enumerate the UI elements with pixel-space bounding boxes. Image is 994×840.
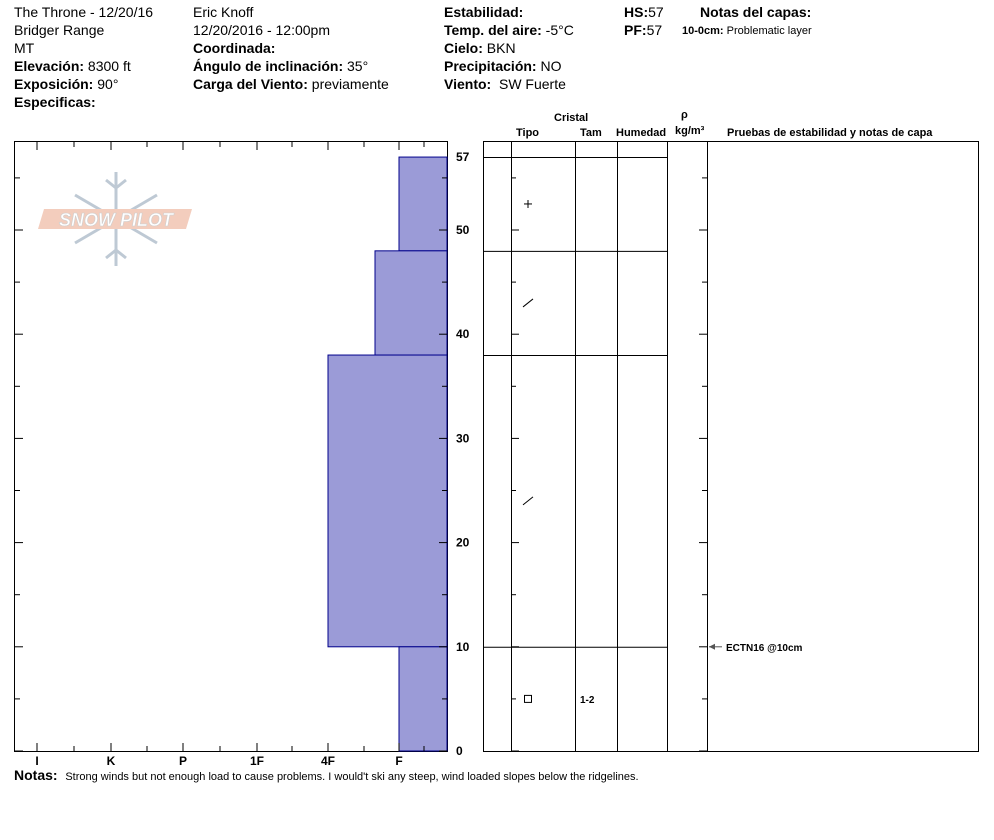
- wind: Viento: SW Fuerte: [444, 76, 566, 93]
- wind-value: SW Fuerte: [498, 76, 566, 92]
- coord-label: Coordinada:: [193, 40, 276, 56]
- height-label-10: 10: [456, 640, 470, 654]
- table-ticks: [511, 177, 707, 752]
- height-label-20: 20: [456, 536, 470, 550]
- hardness-label-4F: 4F: [321, 754, 335, 768]
- pf-value: 57: [646, 22, 663, 38]
- height-label-57: 57: [456, 150, 470, 164]
- test-arrow-head: [709, 643, 715, 650]
- crystal-size-3: 1-2: [580, 695, 595, 706]
- sky-label: Cielo:: [444, 40, 483, 56]
- crystal-slash-2: [522, 496, 534, 506]
- hardness-layers: [327, 156, 448, 752]
- observer: Eric Knoff: [193, 4, 254, 20]
- logo-text: SNOW PILOT: [59, 210, 175, 230]
- logo-banner: [38, 209, 192, 229]
- height-axis-labels: 0 10 20 30 40 50 57: [456, 150, 470, 758]
- crystal-slash-1: [522, 298, 534, 308]
- slope-label: Ángulo de inclinación:: [193, 58, 344, 74]
- layer-note-text: Problematic layer: [726, 25, 812, 37]
- moisture-header: Humedad: [616, 127, 667, 139]
- plot-ticks: [15, 142, 447, 752]
- air-temp-value: -5°C: [545, 22, 574, 38]
- crystal-square-3: [524, 694, 532, 703]
- hardness-label-I: I: [35, 754, 38, 768]
- site-date: The Throne - 12/20/16: [14, 4, 154, 20]
- state: MT: [14, 40, 35, 56]
- height-label-30: 30: [456, 431, 470, 445]
- test-label: ECTN16 @10cm: [726, 643, 803, 654]
- wind-load: Carga del Viento: previamente: [193, 76, 389, 93]
- height-label-0: 0: [456, 744, 463, 758]
- hardness-axis-labels: I K P 1F 4F F: [35, 754, 402, 768]
- sky-value: BKN: [486, 40, 516, 56]
- hardness-label-1F: 1F: [250, 754, 264, 768]
- wind-load-label: Carga del Viento:: [193, 76, 308, 92]
- tests-header: Pruebas de estabilidad y notas de capa: [727, 127, 933, 139]
- height-label-40: 40: [456, 327, 470, 341]
- elevation: Elevación: 8300 ft: [14, 58, 131, 75]
- notes: Notas: Strong winds but not enough load …: [14, 767, 639, 786]
- elevation-label: Elevación:: [14, 58, 85, 74]
- snowpilot-logo: SNOW PILOT: [38, 172, 192, 266]
- hardness-layer-3: [398, 646, 448, 752]
- aspect-value: 90°: [97, 76, 119, 92]
- precip-value: NO: [540, 58, 562, 74]
- layer-table: [483, 141, 979, 752]
- aspect-label: Exposición:: [14, 76, 94, 92]
- pf-label: PF:: [624, 22, 647, 38]
- elevation-value: 8300 ft: [87, 58, 131, 74]
- stability-test: ECTN16 @10cm: [709, 643, 803, 654]
- size-header: Tam: [580, 127, 602, 139]
- precip: Precipitación: NO: [444, 58, 561, 75]
- range: Bridger Range: [14, 22, 105, 38]
- hardness-label-K: K: [107, 754, 116, 768]
- hs-value: 57: [648, 4, 664, 20]
- wind-label: Viento:: [444, 76, 492, 92]
- aspect: Exposición: 90°: [14, 76, 118, 93]
- hs-label: HS:: [624, 4, 649, 20]
- sky: Cielo: BKN: [444, 40, 516, 57]
- crystal-header: Cristal: [554, 112, 589, 124]
- air-temp-label: Temp. del aire:: [444, 22, 542, 38]
- layer-note-range: 10-0cm:: [682, 25, 724, 37]
- notes-label: Notas:: [14, 767, 58, 783]
- slope-value: 35°: [347, 58, 369, 74]
- hardness-label-F: F: [395, 754, 402, 768]
- specifics-label: Especificas:: [14, 94, 96, 110]
- type-header: Tipo: [516, 127, 540, 139]
- crystal-symbols: 1-2: [522, 199, 595, 706]
- datetime: 12/20/2016 - 12:00pm: [193, 22, 330, 38]
- density-unit-header: kg/m³: [675, 125, 705, 137]
- slope: Ángulo de inclinación: 35°: [193, 58, 368, 75]
- layer-boundaries: [483, 157, 667, 648]
- hs: HS:57: [624, 4, 664, 21]
- hardness-layer-1: [374, 250, 448, 356]
- layer-notes-title: Notas del capas:: [700, 4, 812, 20]
- height-label-50: 50: [456, 223, 470, 237]
- wind-load-value: previamente: [311, 76, 389, 92]
- hardness-layer-2: [327, 354, 448, 648]
- hardness-label-P: P: [179, 754, 187, 768]
- hardness-layer-0: [398, 156, 448, 252]
- pf: PF:57: [624, 22, 662, 39]
- rho-header: ρ: [681, 109, 688, 121]
- notes-text: Strong winds but not enough load to caus…: [65, 771, 639, 783]
- layer-note: 10-0cm: Problematic layer: [682, 23, 812, 40]
- precip-label: Precipitación:: [444, 58, 537, 74]
- stability-label: Estabilidad:: [444, 4, 524, 20]
- air-temp: Temp. del aire: -5°C: [444, 22, 574, 39]
